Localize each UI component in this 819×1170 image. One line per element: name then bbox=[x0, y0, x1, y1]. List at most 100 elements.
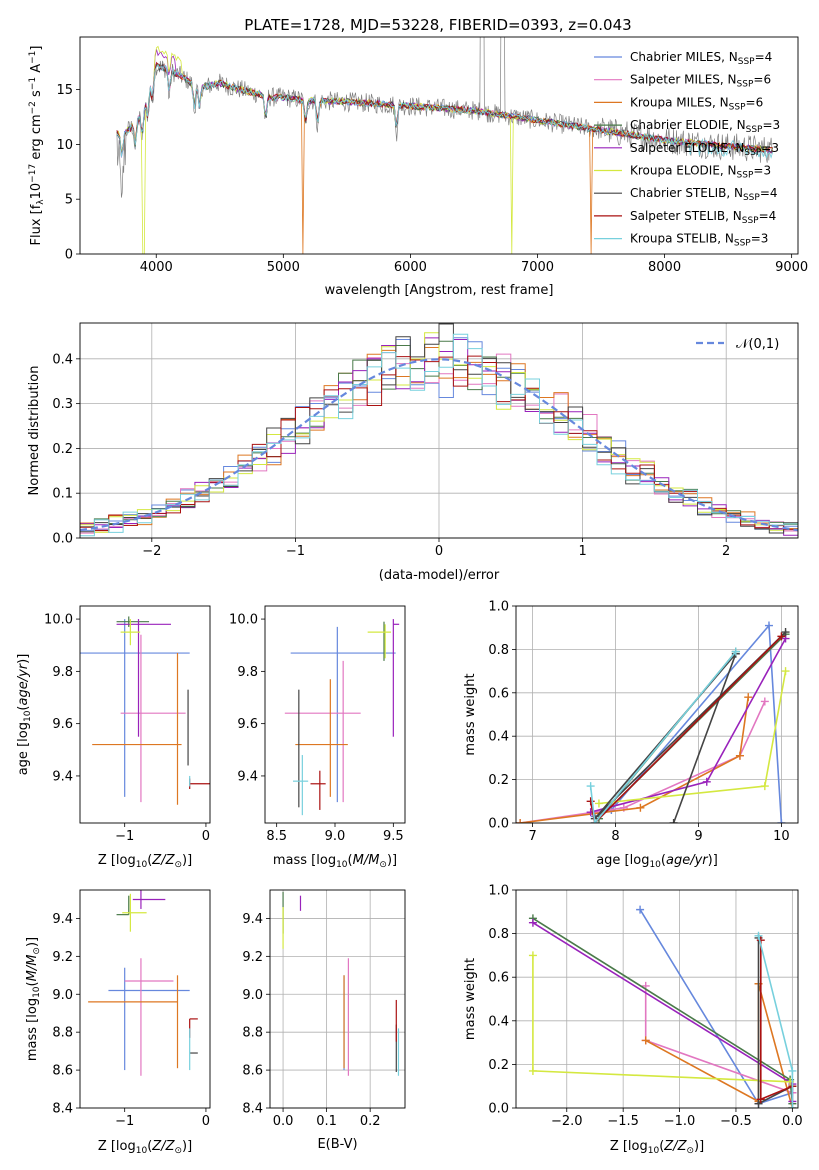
y-tick-label: 0.8 bbox=[488, 643, 509, 658]
y-tick-label: 0.0 bbox=[488, 1102, 509, 1117]
mass-weight-marker bbox=[636, 803, 645, 812]
mass-weight-marker bbox=[528, 951, 537, 960]
y-tick-label: 0.2 bbox=[488, 1058, 509, 1073]
mass-weight-line bbox=[532, 955, 791, 1083]
x-tick-label: 10 bbox=[773, 829, 790, 844]
mass-weight-marker bbox=[760, 697, 769, 706]
x-tick-label: 9000 bbox=[775, 260, 808, 275]
y-tick-label: 9.8 bbox=[52, 665, 73, 680]
x-axis-label: (data-model)/error bbox=[379, 568, 500, 583]
legend-label: Kroupa MILES, NSSP=6 bbox=[630, 95, 763, 112]
legend-label: Salpeter STELIB, NSSP=4 bbox=[630, 209, 776, 226]
mass-weight-marker bbox=[641, 1036, 650, 1045]
x-tick-label: 0 bbox=[202, 1114, 210, 1129]
residual-histogram bbox=[80, 323, 798, 534]
y-tick-label: 0.6 bbox=[488, 686, 509, 701]
x-tick-label: 8.5 bbox=[266, 829, 287, 844]
mass-weight-marker bbox=[731, 647, 740, 656]
y-tick-label: 0.4 bbox=[488, 730, 509, 745]
plot-area bbox=[80, 616, 210, 805]
age-vs-mass-panel: 8.5 9.0 9.5 9.4 9.6 9.8 10.0 mass [log10(M/M⊙)] bbox=[229, 605, 406, 870]
y-tick-label: 8.6 bbox=[242, 1064, 263, 1079]
figure-title: PLATE=1728, MJD=53228, FIBERID=0393, z=0… bbox=[244, 16, 631, 34]
x-axis-label: E(B-V) bbox=[317, 1137, 357, 1152]
residuals-panel: −2 −1 0 1 2 0.0 0.1 0.2 0.3 0.4 (data-model)/error… bbox=[27, 322, 799, 583]
legend-label: Kroupa STELIB, NSSP=3 bbox=[630, 232, 768, 249]
y-tick-label: 9.4 bbox=[52, 769, 73, 784]
mass-weight-line bbox=[589, 651, 737, 823]
y-tick-label: 9.8 bbox=[237, 665, 258, 680]
mass-weight-marker bbox=[636, 905, 645, 914]
y-tick-label: 10.0 bbox=[44, 613, 73, 628]
normal-curve bbox=[80, 358, 798, 532]
plot-area bbox=[88, 890, 198, 1076]
spectrum-panel: 4000 5000 6000 7000 8000 9000 0 5 10 15 wavelength… bbox=[28, 36, 808, 298]
y-tick-label: 9.4 bbox=[237, 769, 258, 784]
mass-weight-marker bbox=[586, 797, 595, 806]
model-spectrum-line bbox=[116, 64, 773, 254]
y-tick-label: 0.8 bbox=[488, 927, 509, 942]
mass-weight-marker bbox=[781, 667, 790, 676]
y-axis-label: mass weight bbox=[463, 958, 478, 1040]
plot-area bbox=[528, 905, 797, 1108]
x-tick-label: −1 bbox=[286, 544, 305, 559]
x-tick-label: 7000 bbox=[521, 260, 554, 275]
mass-vs-metallicity-panel: −1 0 8.4 8.6 8.8 9.0 9.2 9.4 Z [log10(Z/Z⊙)] mass… bbox=[25, 889, 211, 1156]
mass-vs-ebv-panel: 0.0 0.1 0.2 8.4 8.6 8.8 9.0 9.2 9.4 E(B-V) bbox=[242, 889, 406, 1152]
x-tick-label: −1 bbox=[115, 1114, 134, 1129]
y-tick-label: 9.2 bbox=[52, 950, 73, 965]
legend-label: Salpeter ELODIE, NSSP=3 bbox=[630, 141, 779, 158]
legend-label: Chabrier MILES, NSSP=4 bbox=[630, 50, 772, 67]
plot-area bbox=[284, 619, 400, 816]
mass-weight-marker bbox=[777, 819, 786, 823]
mass-weight-marker bbox=[788, 1104, 797, 1108]
y-axis-label: age [log10(age/yr)] bbox=[16, 654, 33, 776]
y-tick-label: 0 bbox=[65, 248, 73, 263]
y-tick-label: 8.4 bbox=[242, 1102, 263, 1117]
legend-label: Chabrier STELIB, NSSP=4 bbox=[630, 186, 778, 203]
x-axis-label: Z [log10(Z/Z⊙)] bbox=[98, 1139, 192, 1156]
x-axis-label: wavelength [Angstrom, rest frame] bbox=[325, 283, 554, 298]
y-tick-label: 15 bbox=[56, 83, 73, 98]
x-tick-label: 0 bbox=[202, 829, 210, 844]
x-tick-label: 4000 bbox=[140, 260, 173, 275]
plot-area bbox=[116, 37, 773, 254]
x-tick-label: −2 bbox=[142, 544, 161, 559]
x-axis-label: mass [log10(M/M⊙)] bbox=[273, 853, 397, 870]
mass-weight-marker bbox=[754, 1099, 763, 1108]
mass-weight-marker bbox=[516, 819, 525, 823]
y-axis-label: mass [log10(M/M⊙)] bbox=[25, 937, 42, 1061]
x-axis-label: age [log10(age/yr)] bbox=[596, 853, 718, 870]
mass-weight-line bbox=[590, 638, 787, 813]
x-tick-label: 5000 bbox=[267, 260, 300, 275]
mass-weight-marker bbox=[594, 799, 603, 808]
mass-weight-marker bbox=[669, 819, 678, 823]
y-tick-label: 8.6 bbox=[52, 1064, 73, 1079]
y-tick-label: 0.4 bbox=[52, 352, 73, 367]
y-tick-label: 5 bbox=[65, 193, 73, 208]
mass-weight-marker bbox=[735, 751, 744, 760]
axes-frame bbox=[269, 889, 406, 1109]
x-tick-label: 1 bbox=[578, 544, 586, 559]
residual-histogram bbox=[80, 333, 798, 537]
x-tick-label: 9 bbox=[694, 829, 702, 844]
x-tick-label: −1 bbox=[115, 829, 134, 844]
plot-area bbox=[80, 323, 798, 537]
axes-frame bbox=[79, 36, 799, 255]
mass-weight-marker bbox=[788, 1066, 797, 1075]
x-tick-label: 0.2 bbox=[360, 1114, 381, 1129]
x-axis-label: Z [log10(Z/Z⊙)] bbox=[610, 1139, 704, 1156]
y-tick-label: 0.0 bbox=[488, 817, 509, 832]
y-axis-label: Normed distribution bbox=[27, 366, 42, 496]
y-tick-label: 8.8 bbox=[242, 1026, 263, 1041]
age-vs-metallicity-panel: −1 0 9.4 9.6 9.8 10.0 Z [log10(Z/Z⊙)] age [log1… bbox=[16, 605, 211, 870]
y-tick-label: 0.0 bbox=[52, 532, 73, 547]
mass-weight-line bbox=[519, 696, 749, 823]
x-tick-label: 9.5 bbox=[383, 829, 404, 844]
mass-weight-marker bbox=[781, 628, 790, 637]
mass-weight-marker bbox=[528, 918, 537, 927]
y-tick-label: 8.8 bbox=[52, 1026, 73, 1041]
mass-weight-marker bbox=[764, 621, 773, 630]
mass-weight-vs-metallicity-panel: −2.0 −1.5 −1.0 −0.5 0.0 0.0 0.2 0.4 0.6 0.8 1.0 Z [… bbox=[463, 884, 803, 1157]
x-tick-label: 0 bbox=[435, 544, 443, 559]
